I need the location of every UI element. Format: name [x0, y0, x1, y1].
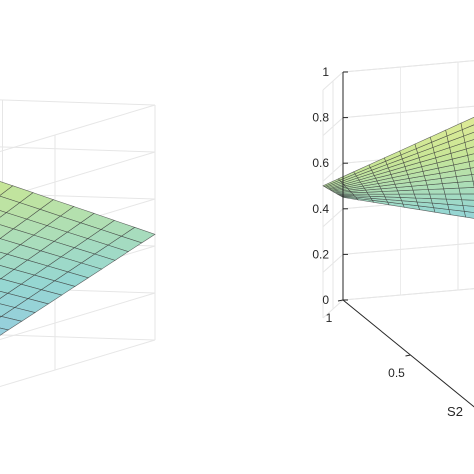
- grid-line: [342, 105, 474, 119]
- surface-patch: [458, 187, 474, 195]
- grid-line: [342, 60, 474, 73]
- z-tick-label: 1: [322, 65, 329, 79]
- grid-line: [0, 99, 156, 106]
- surface-patch: [413, 193, 432, 199]
- y-tick-mark: [337, 299, 344, 302]
- surface-patch: [465, 146, 474, 156]
- surface-patch: [468, 160, 474, 169]
- y-axis-label: S2: [447, 404, 463, 419]
- z-tick-label: 0.4: [312, 202, 329, 216]
- grid-line: [342, 288, 474, 301]
- z-tick-label: 0.6: [312, 156, 329, 170]
- y-tick-mark: [405, 354, 411, 357]
- surface-patch: [429, 193, 447, 200]
- grid-line: [0, 104, 156, 153]
- z-tick-label: 0.2: [312, 247, 329, 261]
- surface-patch: [0, 251, 8, 260]
- surface-patch: [0, 327, 10, 336]
- z-tick-label: 0.8: [312, 111, 329, 125]
- surface-patch: [459, 193, 474, 201]
- surface-patch: [0, 210, 7, 218]
- surface-patch: [445, 198, 464, 206]
- surface-plot-left: 40.60.81: [0, 99, 156, 388]
- grid-line: [342, 242, 474, 255]
- surface-patch: [430, 198, 449, 205]
- surface-patch: [444, 193, 463, 201]
- surface-patch: [0, 315, 3, 318]
- surface-patch: [0, 224, 14, 239]
- surface-patch: [469, 167, 474, 175]
- y-tick-label: 1: [326, 311, 333, 325]
- surface-mesh: [0, 181, 156, 336]
- grid-line: [0, 146, 156, 153]
- z-tick-label: 0: [322, 293, 329, 307]
- surface-patch: [367, 193, 386, 198]
- surface-patch: [461, 199, 474, 207]
- y-tick-label: 0.5: [388, 366, 405, 380]
- surface-mesh: [322, 116, 474, 219]
- grid-line: [0, 339, 156, 388]
- surface-patch: [471, 174, 474, 182]
- grid-line: [0, 334, 156, 341]
- z-axis: 0 0.2 0.4 0.6 0.8 1: [312, 65, 348, 307]
- surface-patch: [460, 116, 474, 131]
- surface-patch: [467, 153, 474, 163]
- surface-patch: [0, 278, 2, 280]
- surface-patch: [463, 210, 474, 219]
- surface-patch: [398, 193, 417, 199]
- surface-patch: [383, 193, 401, 198]
- y-axis: 1 0.5 S2: [326, 299, 474, 419]
- surface-plot-right: 0 0.2 0.4 0.6 0.8 1 1 0.5 S2: [312, 60, 474, 419]
- surface-patch: [0, 291, 9, 299]
- surface-patch: [0, 181, 14, 196]
